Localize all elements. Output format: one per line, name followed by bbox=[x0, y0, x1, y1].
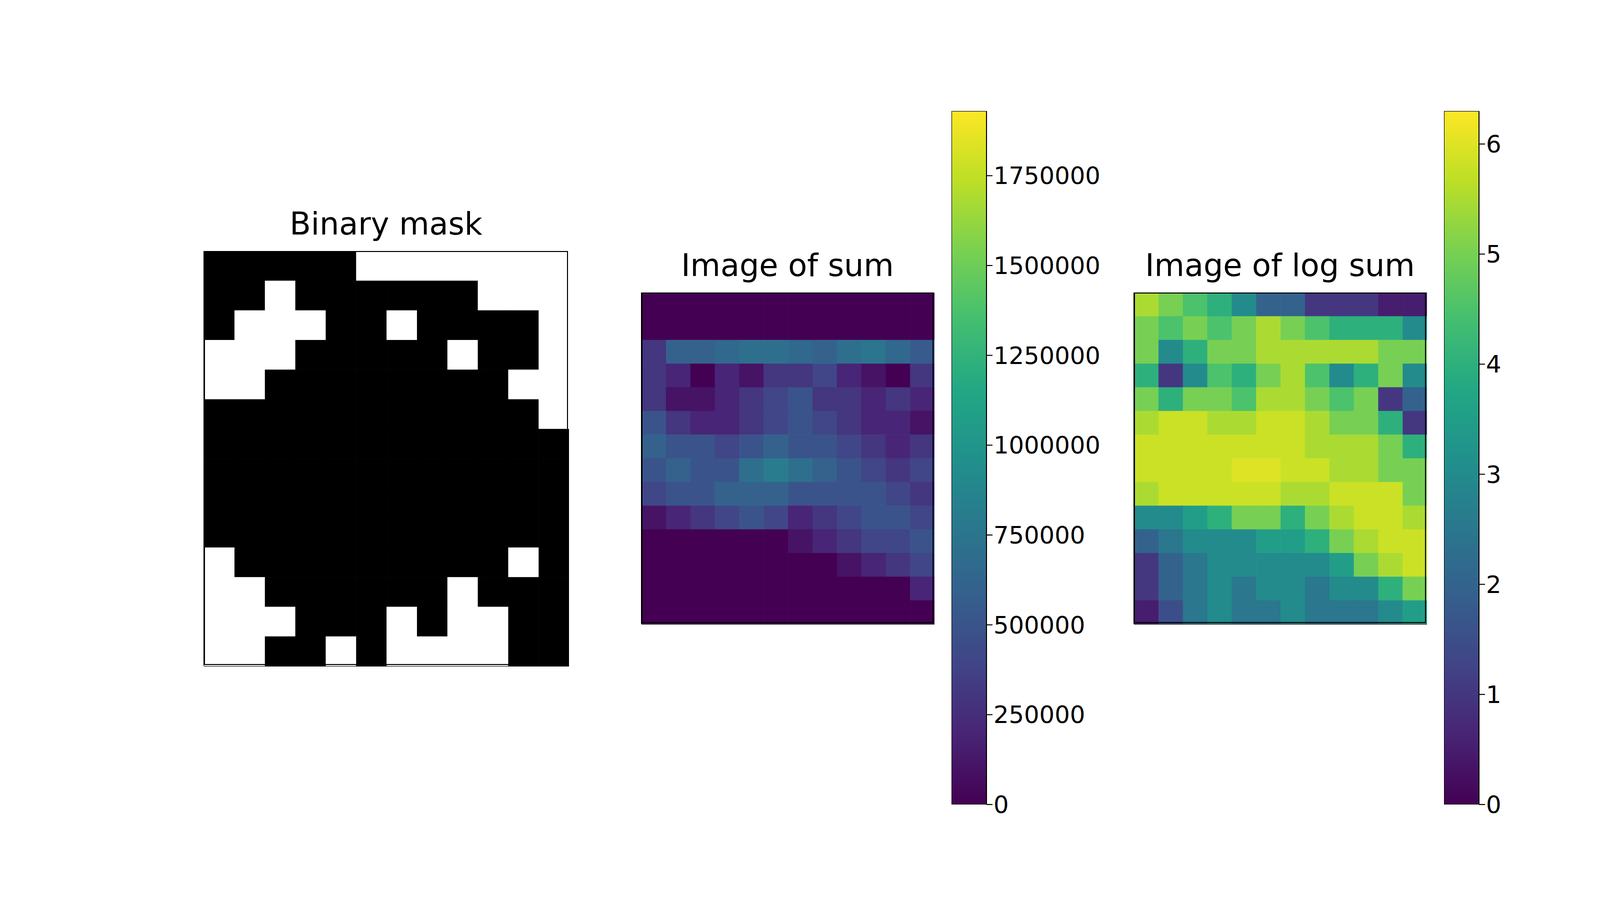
svg-text:3: 3 bbox=[1486, 460, 1502, 489]
svg-text:4: 4 bbox=[1486, 350, 1502, 378]
html-text:Image of sum: Image of sum bbox=[681, 247, 894, 284]
svg-text:0: 0 bbox=[1486, 790, 1502, 819]
svg-text:1000000: 1000000 bbox=[993, 431, 1101, 459]
svg-text:1: 1 bbox=[1486, 680, 1502, 709]
svg-text:6: 6 bbox=[1486, 130, 1502, 158]
html-text:Image of log sum: Image of log sum bbox=[1145, 247, 1415, 284]
svg-text:750000: 750000 bbox=[993, 521, 1085, 549]
svg-text:2: 2 bbox=[1486, 570, 1502, 599]
svg-text:250000: 250000 bbox=[993, 700, 1085, 729]
svg-text:0: 0 bbox=[993, 790, 1009, 819]
svg-text:1250000: 1250000 bbox=[993, 341, 1101, 370]
html-text:Binary mask: Binary mask bbox=[289, 205, 483, 242]
svg-text:500000: 500000 bbox=[993, 611, 1085, 639]
svg-text:1750000: 1750000 bbox=[993, 161, 1101, 190]
svg-text:1500000: 1500000 bbox=[993, 251, 1101, 280]
svg-text:5: 5 bbox=[1486, 240, 1502, 268]
